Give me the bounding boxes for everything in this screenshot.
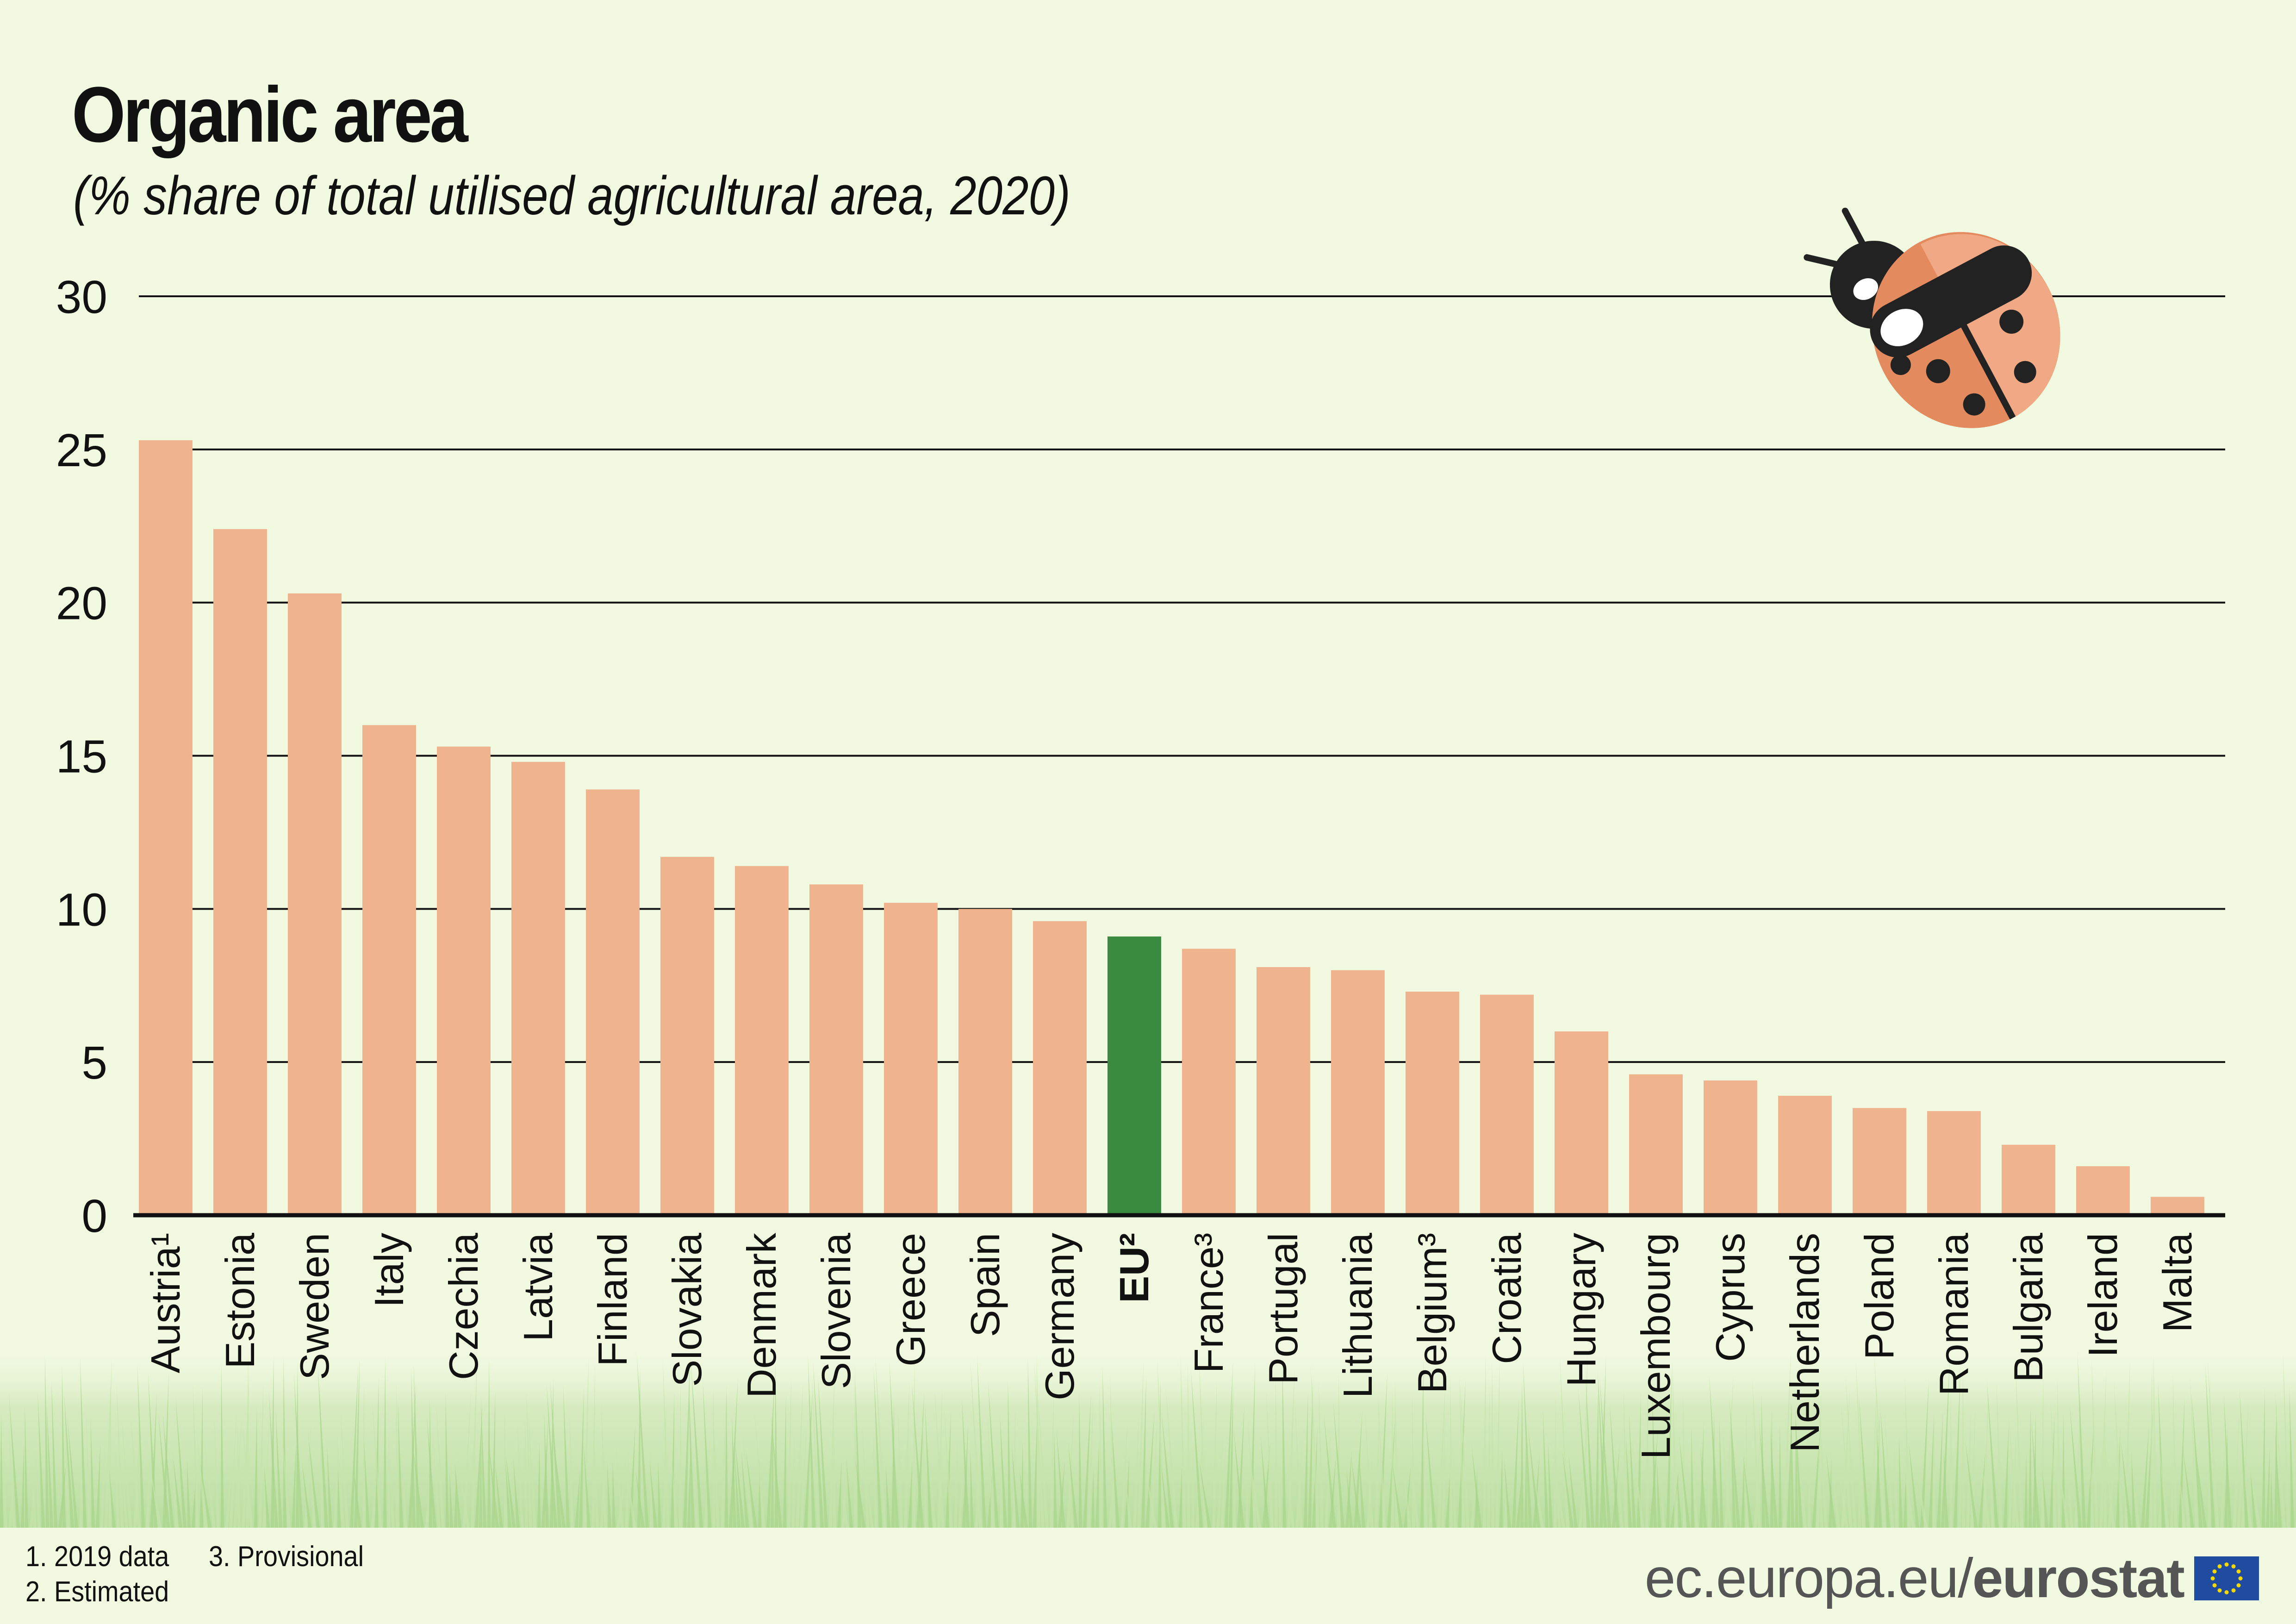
eurostat-brand: ec.europa.eu/eurostat [1645,1546,2259,1610]
x-tick-label: Portugal [1260,1233,1306,1385]
bar [1778,1096,1832,1215]
bar [1704,1081,1757,1215]
bar [1108,937,1161,1215]
flag-star [2232,1564,2236,1568]
x-tick-label: Greece [888,1233,933,1367]
x-tick-label: Cyprus [1707,1233,1753,1362]
y-tick-label: 5 [81,1037,107,1089]
x-tick-label: France³ [1186,1233,1232,1373]
flag-star [2218,1564,2222,1568]
bars [139,440,2204,1215]
x-tick-label: Romania [1931,1233,1977,1396]
bar [437,747,491,1215]
x-tick-label: Slovenia [813,1233,859,1389]
flag-star [2211,1576,2215,1580]
bar [1629,1074,1683,1215]
bar [2002,1145,2055,1215]
flag-star [2232,1588,2236,1592]
x-tick-label: Netherlands [1782,1233,1828,1453]
bar [1927,1111,1981,1215]
footnote-3: 3. Provisional [209,1539,400,1574]
x-tick-label: Lithuania [1335,1233,1381,1398]
footnote-1: 1. 2019 data [25,1539,209,1574]
y-tick-label: 25 [56,425,107,476]
eu-flag-icon [2194,1556,2259,1600]
y-tick-label: 0 [81,1190,107,1242]
footnotes: 1. 2019 data 3. Provisional 2. Estimated [25,1539,400,1610]
bar [1555,1031,1608,1215]
x-tick-label: Finland [590,1233,635,1367]
bar [1406,992,1459,1215]
bar [1182,949,1236,1215]
x-tick-label: Sweden [292,1233,337,1380]
x-tick-label: Italy [366,1233,412,1307]
bar [2076,1166,2130,1215]
x-tick-label: Denmark [739,1232,784,1398]
flag-star [2225,1562,2229,1567]
y-tick-label: 10 [56,884,107,936]
bar [288,593,342,1215]
bar [1480,995,1534,1215]
bar [213,529,267,1215]
x-tick-label: Spain [962,1233,1008,1337]
bar [1257,967,1310,1215]
bar [809,884,863,1215]
bar [735,866,789,1215]
flag-star [2213,1569,2217,1574]
bar [362,725,416,1215]
bar [958,909,1012,1215]
bar [884,903,938,1215]
x-tick-label: Malta [2154,1233,2200,1332]
x-tick-label: Estonia [217,1233,263,1369]
bar [2151,1197,2204,1215]
flag-star [2213,1583,2217,1587]
flag-star [2218,1588,2222,1592]
x-tick-label: Bulgaria [2005,1233,2051,1382]
brand-site-text: ec.europa.eu/ [1645,1546,1972,1610]
x-tick-label: Croatia [1484,1233,1530,1364]
x-tick-label: Latvia [515,1233,561,1342]
x-tick-label: EU² [1111,1233,1157,1303]
bar [660,857,714,1215]
x-tick-label: Luxembourg [1633,1233,1679,1459]
bar [511,762,565,1215]
x-tick-label: Belgium³ [1409,1233,1455,1393]
x-tick-label: Hungary [1558,1233,1604,1387]
bar [1853,1108,1906,1215]
brand-name-text: eurostat [1972,1546,2184,1610]
flag-star [2236,1583,2240,1587]
y-axis-tick-labels: 0 5 10 15 20 25 30 [56,271,107,1242]
x-tick-label: Czechia [441,1233,486,1380]
x-tick-label: Poland [1856,1233,1902,1360]
bar [1331,970,1385,1215]
flag-star [2239,1576,2243,1580]
ladybug-icon [1796,144,2095,468]
flag-star [2236,1569,2240,1574]
footnote-2: 2. Estimated [25,1574,209,1610]
bar [586,789,640,1215]
flag-star [2225,1590,2229,1594]
y-tick-label: 15 [56,731,107,783]
bar [139,440,193,1215]
y-tick-label: 30 [56,271,107,323]
x-tick-label: Ireland [2080,1233,2126,1357]
bar [1033,921,1087,1215]
x-tick-label: Slovakia [664,1233,710,1387]
x-tick-label: Austria¹ [143,1233,188,1373]
y-tick-label: 20 [56,578,107,630]
x-tick-label: Germany [1037,1233,1083,1400]
